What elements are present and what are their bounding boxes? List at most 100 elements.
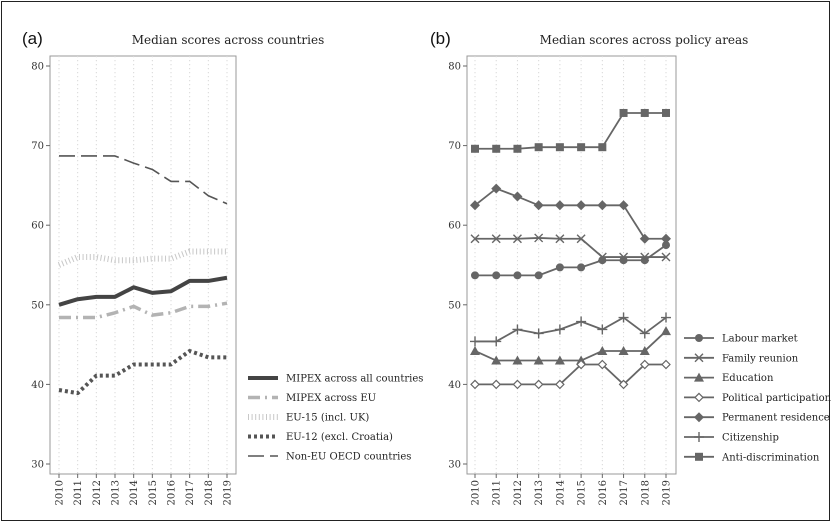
panel-b-legend-marker: [694, 353, 704, 363]
panel-b-series-line: [475, 316, 667, 343]
panel-a-label: (a): [22, 29, 43, 48]
panel-b-data-point: [577, 143, 586, 152]
panel-a-legend-label: EU-15 (incl. UK): [286, 413, 369, 424]
panel-b-xtick-label: 2016: [598, 480, 609, 505]
panel-b-ytick-label: 40: [448, 380, 461, 391]
panel-b-xtick-label: 2011: [492, 480, 503, 505]
panel-b-data-point: [471, 144, 479, 153]
panel-b-data-point: [661, 233, 671, 244]
panel-b-series-line: [474, 330, 667, 362]
panel-b-plot: 30 40 50 60 70 80 2010 2011 2012 2013 2014 2015 2016…: [448, 55, 677, 505]
panel-b-xtick-label: 2019: [662, 480, 673, 505]
panel-b-data-point: [491, 336, 502, 347]
panel-b-data-point: [661, 312, 671, 323]
panel-b-title: Median scores across policy areas: [540, 33, 749, 47]
panel-a-ytick-label: 80: [31, 62, 44, 73]
panel-b-xtick-label: 2013: [534, 480, 545, 505]
panel-a-series-line: [59, 155, 228, 205]
panel-a-ytick-label: 40: [31, 380, 44, 391]
panel-b-legend-marker: [694, 412, 704, 423]
panel-b-data-point: [555, 263, 564, 272]
panel-b-data-point: [534, 143, 543, 152]
panel-a-xtick-label: 2011: [73, 480, 84, 505]
panel-b-data-point: [662, 241, 670, 250]
panel-a-series-line: [58, 275, 228, 307]
panel-b-data-point: [491, 234, 501, 244]
panel-a-legend-label: MIPEX across EU: [286, 393, 376, 404]
panel-a-ytick-label: 30: [31, 460, 44, 471]
panel-b-plot-frame: [466, 55, 677, 475]
panel-a-legend-label: MIPEX across all countries: [286, 374, 423, 385]
panel-a-xtick-label: 2016: [167, 480, 178, 505]
panel-a-series-line: [59, 301, 228, 320]
panel-b-xtick-label: 2012: [513, 480, 524, 505]
panel-b-data-point: [576, 234, 586, 244]
panel-b-ytick-label: 30: [448, 460, 461, 471]
panel-b-data-point: [618, 200, 629, 211]
panel-b-data-point: [513, 144, 522, 153]
panel-b-legend-marker: [694, 432, 704, 442]
panel-b-data-point: [618, 345, 629, 355]
panel-b-legend-label: Anti-discrimination: [721, 452, 820, 463]
panel-b-data-point: [619, 252, 629, 262]
panel-b-data-point: [512, 379, 523, 390]
panel-a-xtick-label: 2010: [55, 480, 66, 505]
panel-a-ytick-label: 50: [31, 300, 44, 311]
panel-b-legend-label: Permanent residence: [722, 413, 830, 424]
panel-b-xtick-label: 2015: [577, 480, 588, 505]
panel-b-legend-marker: [695, 334, 703, 342]
panel-b-label: (b): [430, 29, 451, 48]
panel-b-data-point: [576, 359, 586, 370]
panel-a-legend: MIPEX across all countries MIPEX across E…: [248, 374, 423, 463]
panel-b-series-line: [475, 237, 666, 258]
panel-b-data-point: [533, 379, 544, 390]
panel-b-data-point: [597, 359, 608, 370]
panel-b-legend-marker: [694, 372, 704, 382]
panel-b-data-point: [555, 143, 564, 152]
panel-b-data-point: [576, 200, 587, 211]
panel-b-data-point: [554, 200, 565, 211]
panel-b-data-point: [576, 316, 587, 327]
panel-b-data-point: [534, 271, 543, 280]
panel-a-legend-label: Non-EU OECD countries: [286, 452, 411, 463]
panel-a-xtick-label: 2019: [223, 480, 234, 505]
panel-a-xtick-label: 2013: [111, 480, 122, 505]
panel-b-legend: Labour market Family reunion Education Poli…: [684, 334, 832, 463]
panel-b-data-point: [492, 271, 501, 280]
panel-b-xtick-label: 2018: [640, 480, 651, 505]
panel-b-ytick-label: 60: [448, 221, 461, 232]
panel-b-legend-marker: [694, 392, 704, 403]
panel-b-data-point: [597, 345, 608, 355]
panel-b-data-point: [471, 271, 479, 280]
panel-b-data-point: [619, 108, 628, 117]
panel-b-data-point: [513, 271, 522, 280]
panel-b-data-point: [640, 252, 650, 262]
panel-b-data-point: [470, 234, 480, 244]
panel-b-data-point: [597, 252, 607, 262]
panel-b-data-point: [534, 233, 544, 243]
panel-b-xtick-label: 2014: [555, 480, 566, 505]
panel-b-legend-label: Labour market: [722, 334, 798, 345]
panel-b-data-point: [470, 345, 480, 355]
panel-a-plot-frame: [49, 55, 237, 475]
panel-a-xtick-label: 2018: [204, 480, 215, 505]
panel-b-data-point: [470, 336, 480, 347]
panel-b-data-point: [639, 328, 650, 339]
panel-b-data-point: [577, 263, 586, 272]
panel-b-data-point: [597, 324, 608, 335]
panel-b-ytick-label: 70: [448, 141, 461, 152]
panel-a-ytick-label: 60: [31, 221, 44, 232]
panel-b-data-point: [491, 379, 502, 390]
panel-b-data-point: [639, 359, 650, 370]
panel-b-data-point: [554, 355, 565, 365]
panel-b-data-point: [470, 200, 480, 211]
panel-b-data-point: [597, 200, 608, 211]
panel-b-data-point: [512, 234, 522, 244]
panel-a-xtick-label: 2017: [185, 480, 196, 505]
panel-b-legend-label: Political participation: [722, 393, 832, 404]
panel-b-series-line: [475, 244, 667, 277]
panel-b-data-point: [598, 143, 607, 152]
panel-b-data-point: [533, 200, 544, 211]
